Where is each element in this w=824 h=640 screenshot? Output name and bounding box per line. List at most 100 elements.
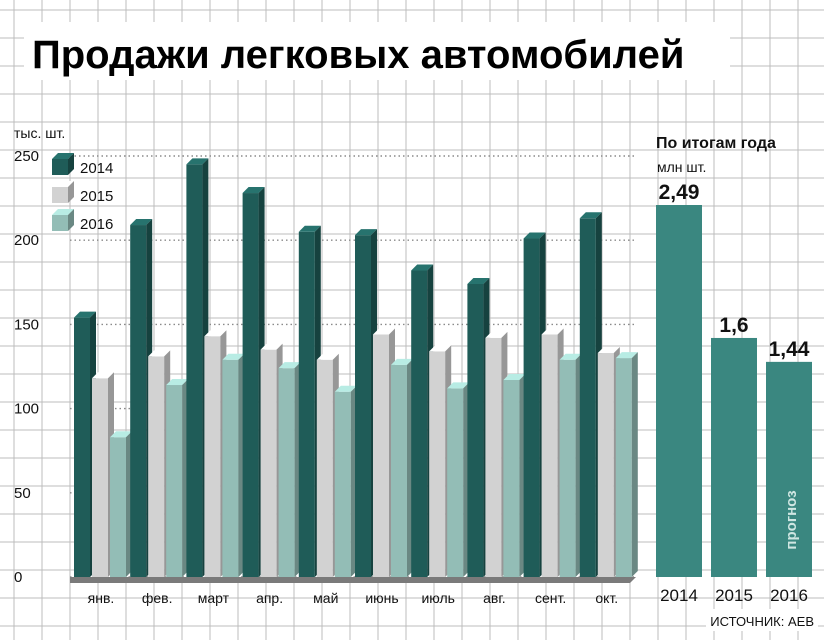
forecast-note: прогноз	[783, 490, 800, 549]
bar-face	[467, 283, 484, 577]
bar-top	[316, 353, 339, 360]
x-category-label: июнь	[365, 590, 398, 606]
bar-top	[222, 353, 245, 360]
y-axis-label: тыс. шт.	[14, 125, 65, 141]
bar-top	[260, 343, 283, 350]
bar-top	[467, 277, 490, 284]
bar-face	[523, 238, 540, 578]
bar-top	[597, 347, 620, 354]
y-tick-label: 0	[14, 569, 22, 586]
annual-value-label: 2,49	[659, 181, 700, 204]
x-category-label: сент.	[535, 590, 566, 606]
x-category-label: июль	[421, 590, 454, 606]
bar-top	[559, 353, 582, 360]
bar-face	[242, 193, 259, 577]
legend-item-2014: 2014	[52, 153, 113, 177]
bar-top	[298, 225, 321, 232]
annual-value-label: 1,6	[719, 314, 748, 337]
bar-top	[74, 311, 96, 318]
y-tick-label: 200	[14, 232, 39, 249]
bar-top	[447, 382, 470, 389]
bar-face	[597, 353, 614, 577]
bar-top	[148, 350, 171, 357]
bar-top	[579, 212, 602, 219]
legend-label: 2015	[80, 188, 113, 205]
bar-top	[186, 158, 209, 165]
monthly-bars	[70, 158, 638, 583]
legend-swatch	[52, 187, 68, 203]
bar-face	[148, 356, 165, 577]
bar-face	[429, 351, 446, 577]
annual-year-label: 2015	[715, 586, 753, 605]
bar-face	[110, 437, 126, 577]
bar-face	[373, 334, 389, 577]
x-category-label: янв.	[88, 590, 115, 606]
bar-top	[166, 379, 189, 386]
bar-face	[447, 388, 464, 577]
bar-top	[523, 232, 546, 239]
annual-value-label: 1,44	[769, 338, 810, 361]
bar-face	[260, 349, 277, 577]
bar-top	[334, 385, 357, 392]
bar-2016-9	[615, 352, 638, 577]
bar-face	[298, 231, 315, 577]
legend-swatch-side	[68, 153, 74, 175]
x-category-label: окт.	[595, 590, 618, 606]
legend-swatch	[52, 215, 68, 231]
x-category-label: апр.	[256, 590, 283, 606]
bar-top	[429, 345, 452, 352]
y-tick-label: 100	[14, 401, 39, 418]
bar-face	[204, 336, 221, 577]
legend-swatch-side	[68, 209, 74, 231]
bar-face	[166, 385, 183, 577]
bar-face	[615, 358, 632, 577]
annual-bar-2015	[711, 337, 757, 577]
annual-bar-2016	[766, 361, 812, 577]
x-category-label: май	[313, 590, 338, 606]
annual-unit-label: млн шт.	[657, 159, 706, 175]
bar-2016-2	[222, 353, 245, 577]
bar-face	[334, 391, 351, 577]
bar-2016-5	[391, 358, 413, 577]
bar-face	[222, 359, 239, 577]
bar-top	[615, 352, 638, 359]
bar-face	[355, 235, 371, 577]
bar-top	[541, 328, 564, 335]
bar-top	[411, 264, 434, 271]
y-tick-label: 50	[14, 485, 31, 502]
bar-2016-4	[334, 385, 357, 577]
bar-top	[355, 229, 377, 236]
bar-face	[579, 218, 596, 578]
bar-2016-0	[110, 431, 132, 577]
legend-swatch	[52, 159, 68, 175]
bar-face	[278, 368, 295, 577]
annual-bar-2014	[656, 205, 702, 577]
y-tick-label: 150	[14, 316, 39, 333]
x-category-label: авг.	[483, 590, 506, 606]
bar-face	[130, 225, 147, 577]
bar-top	[373, 328, 395, 335]
bar-top	[391, 358, 413, 365]
bar-face	[503, 379, 520, 577]
legend-swatch-side	[68, 181, 74, 203]
bar-top	[110, 431, 132, 438]
bar-face	[541, 334, 558, 577]
legend-swatch-top	[52, 153, 74, 159]
bar-face	[316, 359, 333, 577]
bar-top	[242, 187, 265, 194]
bar-face	[74, 317, 90, 577]
y-tick-label: 250	[14, 148, 39, 165]
source-note: ИСТОЧНИК: АЕВ	[710, 614, 814, 629]
legend-item-2015: 2015	[52, 181, 113, 205]
bar-face	[559, 359, 576, 577]
bar-2016-7	[503, 373, 526, 577]
bar-top	[503, 373, 526, 380]
x-category-label: фев.	[142, 590, 173, 606]
legend-swatch-top	[52, 209, 74, 215]
annual-title: По итогам года	[656, 135, 776, 152]
bar-face	[391, 364, 407, 577]
chart-labels: 0 50 100 150 200 250 тыс. шт. янв. фев. март апр. м…	[14, 125, 810, 606]
annual-year-label: 2016	[770, 586, 808, 605]
bar-2016-3	[278, 362, 301, 577]
